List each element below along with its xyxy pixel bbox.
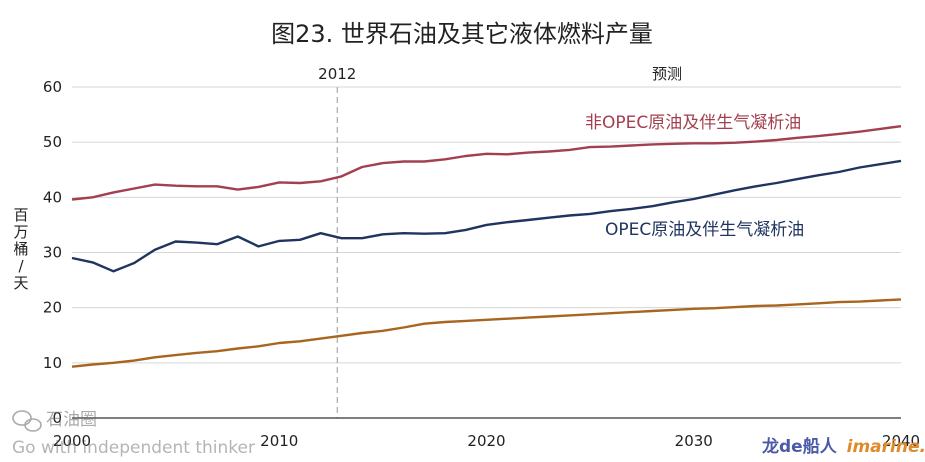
watermark-logo-text: 石油圈 — [46, 410, 97, 430]
y-label-char-2: 桶 — [13, 240, 28, 258]
y-tick-0: 0 — [52, 409, 62, 427]
y-tick-10: 10 — [43, 354, 62, 372]
series-label-non-opec: 非OPEC原油及伴生气凝析油 — [585, 113, 801, 133]
y-axis-label: 百万桶/天 — [13, 206, 28, 292]
series-line-0 — [71, 125, 902, 201]
x-tick-2000: 2000 — [53, 432, 91, 450]
x-tick-2020: 2020 — [467, 432, 505, 450]
series-lines — [71, 125, 902, 368]
series-line-2 — [71, 298, 902, 368]
y-tick-labels: 0 10 20 30 40 50 60 — [43, 78, 62, 427]
y-label-char-0: 百 — [13, 206, 28, 224]
series-label-opec: OPEC原油及伴生气凝析油 — [605, 220, 804, 240]
watermark-domain: imarine.cn — [847, 437, 925, 457]
x-tick-2010: 2010 — [260, 432, 298, 450]
chart-title: 图23. 世界石油及其它液体燃料产量 — [271, 20, 653, 48]
x-tick-2040: 2040 — [882, 432, 920, 450]
y-tick-60: 60 — [43, 78, 62, 96]
series-line-1 — [71, 159, 902, 273]
y-label-char-3: / — [18, 257, 24, 275]
watermark-brand: 龙de船人 — [761, 436, 838, 457]
x-tick-labels: 2000 2010 2020 2030 2040 — [53, 432, 920, 450]
y-label-char-1: 万 — [13, 223, 28, 241]
svg-text:龙de船人 imarine.cn: 龙de船人 imarine.cn — [761, 436, 925, 457]
y-tick-40: 40 — [43, 188, 62, 206]
y-tick-30: 30 — [43, 244, 62, 262]
forecast-label: 预测 — [652, 65, 682, 83]
2012-marker-label: 2012 — [318, 65, 356, 83]
watermark-left: 石油圈 Go with independent thinker — [12, 410, 255, 458]
x-tick-2030: 2030 — [675, 432, 713, 450]
y-label-char-4: 天 — [13, 274, 28, 292]
watermark-right: 龙de船人 imarine.cn — [761, 436, 925, 457]
wechat-icon — [12, 410, 42, 432]
gridlines — [72, 86, 901, 364]
y-tick-50: 50 — [43, 133, 62, 151]
y-tick-20: 20 — [43, 299, 62, 317]
watermark-tagline: Go with independent thinker — [12, 438, 255, 458]
